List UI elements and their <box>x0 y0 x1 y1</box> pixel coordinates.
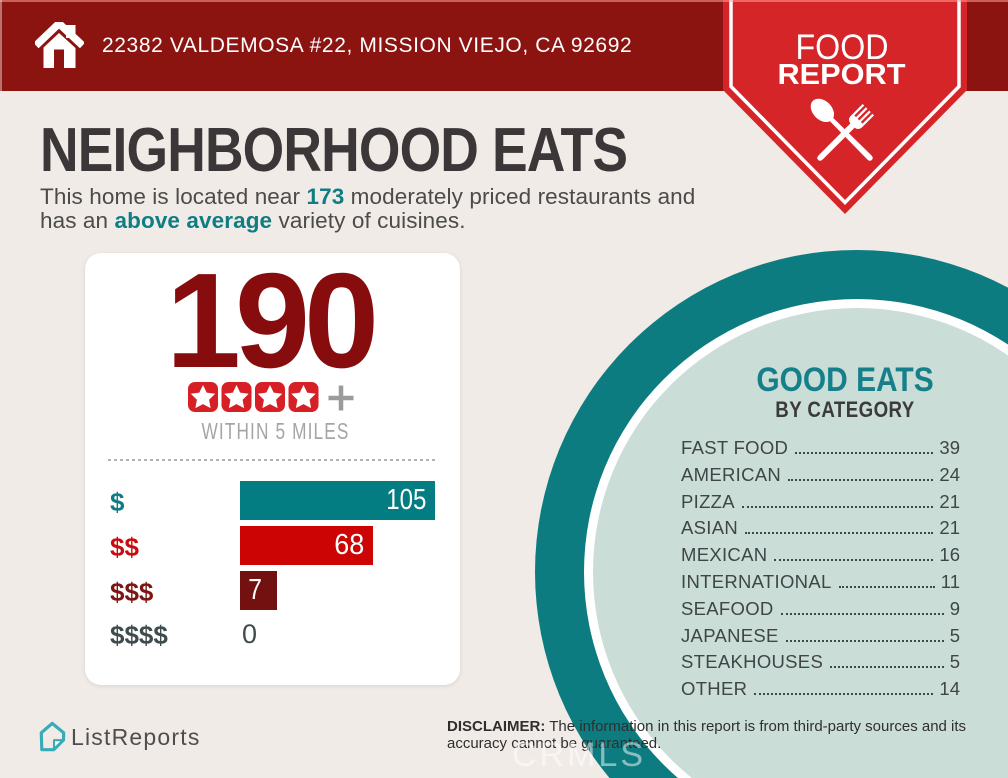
svg-text:REPORT: REPORT <box>778 59 906 91</box>
svg-text:FOOD: FOOD <box>796 28 889 67</box>
